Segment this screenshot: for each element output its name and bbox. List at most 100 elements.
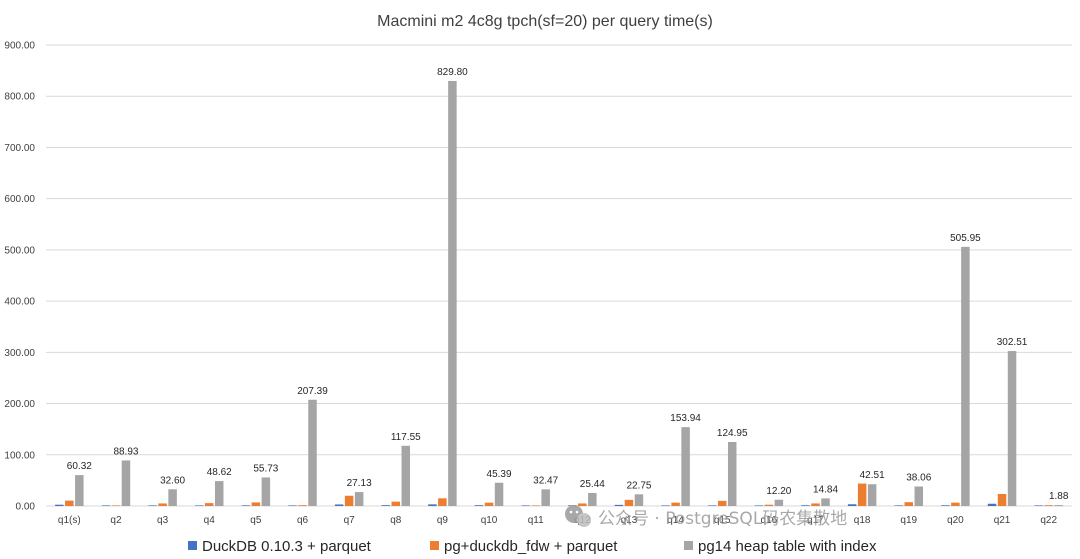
bar [391,501,401,506]
bar [578,503,587,506]
y-tick-label: 300.00 [4,348,35,359]
bar [894,505,904,506]
bar [251,502,261,506]
y-tick-label: 0.00 [16,502,36,513]
x-category-label: q2 [110,515,122,526]
bar [764,504,774,506]
bar [168,489,177,506]
bar [354,492,364,506]
bar [148,505,157,506]
bar [857,483,867,506]
bar [951,502,960,506]
watermark-text: 公众号 · PostgreSQL码农集散地 [598,509,847,529]
bar [914,486,924,506]
bar [298,505,307,506]
x-category-label: q1(s) [58,515,81,526]
data-label: 60.32 [67,461,92,472]
bar [401,445,411,506]
bar [811,503,820,506]
bar [381,505,391,506]
bar [904,502,914,506]
x-category-label: q13 [621,515,638,526]
bar [261,477,271,506]
bar [987,503,997,506]
bar [448,80,457,506]
data-label: 829.80 [437,67,468,78]
legend-entry-label: pg+duckdb_fdw + parquet [444,538,618,555]
bar [941,505,950,506]
bar [344,495,354,506]
bar [774,499,784,506]
bar [847,504,857,506]
bars [55,80,1063,506]
x-category-label: q15 [714,515,731,526]
y-tick-label: 400.00 [4,297,35,308]
x-category-label: q19 [900,515,917,526]
data-label: 55.73 [253,463,278,474]
bar [65,500,74,506]
data-label: 38.06 [906,473,931,484]
bar [531,505,540,506]
bar [521,505,530,506]
data-label: 117.55 [391,432,421,443]
x-category-label: q10 [481,515,498,526]
x-category-label: q7 [344,515,356,526]
x-category-label: q21 [994,515,1011,526]
bar [158,503,167,506]
x-category-label: q17 [807,515,824,526]
bar [624,499,634,506]
x-category-label: q11 [528,515,544,526]
legend-entry-label: DuckDB 0.10.3 + parquet [202,538,372,555]
bar [1034,505,1043,506]
data-label: 48.62 [207,467,232,478]
data-label: 207.39 [297,386,328,397]
bar [121,460,131,506]
legend-swatch [188,541,197,550]
y-tick-label: 100.00 [4,450,35,461]
data-label: 1.88 [1049,491,1069,502]
x-category-label: q4 [204,515,216,526]
bar [801,505,810,506]
bar [821,498,830,506]
legend-swatch [430,541,439,550]
data-labels: 60.32 88.93 32.60 48.62 55.73 207.39 27.13 117.… [67,67,1069,502]
data-label: 42.51 [860,470,885,481]
bar [438,498,447,506]
x-category-label: q3 [157,515,169,526]
data-label: 124.95 [717,428,748,439]
y-tick-label: 600.00 [4,194,35,205]
legend-swatch [684,541,693,550]
wechat-icon [565,505,591,527]
y-tick-label: 500.00 [4,245,35,256]
bar [1044,505,1053,506]
bar [727,441,737,506]
bar [334,504,344,506]
bar [634,494,644,506]
watermark: 公众号 · PostgreSQL码农集散地 [565,505,847,529]
bar [484,502,494,506]
data-label: 32.47 [533,475,558,486]
bar [717,500,727,506]
bar [214,481,224,506]
y-axis-tick-labels: 0.00 100.00 200.00 300.00 400.00 500.00 600.00… [4,41,35,513]
data-label: 25.44 [580,479,605,490]
data-label: 302.51 [997,337,1028,348]
x-category-label: q16 [761,515,778,526]
bar [101,505,111,506]
bar [241,505,251,506]
y-tick-label: 200.00 [4,399,35,410]
y-tick-label: 800.00 [4,92,35,103]
y-tick-label: 900.00 [4,41,35,52]
data-label: 153.94 [670,413,701,424]
bar [754,505,764,506]
x-category-label: q8 [390,515,402,526]
bar [308,399,317,506]
data-label: 505.95 [950,233,981,244]
bar [614,504,624,506]
bar [541,489,550,506]
legend-entry-label: pg14 heap table with index [698,538,877,555]
data-label: 12.20 [766,486,791,497]
bar [204,503,214,506]
bar [867,484,877,506]
